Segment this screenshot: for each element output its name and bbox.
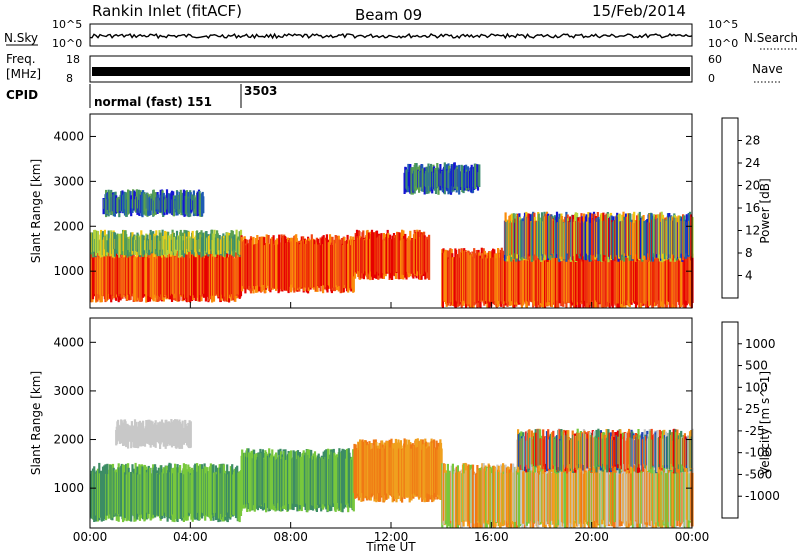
nave-label: Nave bbox=[752, 62, 783, 76]
x-axis-title: Time UT bbox=[365, 540, 416, 554]
power-heatmap bbox=[90, 162, 694, 308]
heatmap-cell bbox=[132, 189, 135, 209]
freq-trace bbox=[92, 67, 690, 76]
noise-panel bbox=[89, 23, 693, 47]
heatmap-cell bbox=[202, 196, 205, 214]
power-colorbar-label: Power [dB] bbox=[758, 178, 772, 243]
date-title: 15/Feb/2014 bbox=[592, 2, 686, 20]
colorbar-tick-label: 500 bbox=[745, 359, 768, 373]
nave-tick-top: 60 bbox=[708, 53, 722, 66]
y-tick-label: 2000 bbox=[53, 433, 84, 447]
station-title: Rankin Inlet (fitACF) bbox=[92, 2, 242, 20]
y-tick-label: 4000 bbox=[53, 335, 84, 349]
colorbar-tick-label: -500 bbox=[745, 467, 772, 481]
freq-tick-top: 18 bbox=[66, 53, 80, 66]
colorbar-tick-label: 20 bbox=[745, 179, 760, 193]
x-tick-label: 08:00 bbox=[273, 530, 308, 544]
cpid-segment-2: 3503 bbox=[244, 84, 277, 98]
noise-tick-left-bottom: 10^0 bbox=[52, 37, 82, 50]
x-tick-label: 00:00 bbox=[675, 530, 710, 544]
nsky-label: N.Sky bbox=[4, 31, 38, 45]
colorbar-tick-label: 24 bbox=[745, 156, 760, 170]
cpid-label: CPID bbox=[6, 88, 38, 102]
power-colorbar: 28 24 20 16 12 8 4 bbox=[721, 117, 760, 299]
velocity-colorbar-label: Velocity [m s^-1] bbox=[758, 371, 772, 475]
colorbar-tick-label: 4 bbox=[745, 269, 753, 283]
y-tick-label: 1000 bbox=[53, 481, 84, 495]
colorbar-tick-label: 8 bbox=[745, 246, 753, 260]
freq-unit-label: [MHz] bbox=[6, 67, 41, 81]
noise-tick-left-top: 10^5 bbox=[52, 18, 82, 31]
colorbar-tick-label: 16 bbox=[745, 201, 760, 215]
x-tick-label: 12:00 bbox=[374, 530, 409, 544]
freq-label: Freq. bbox=[6, 52, 36, 66]
velocity-colorbar: 1000 500 100 25 -25 -100 -500 -1000 bbox=[721, 321, 780, 519]
velocity-ylabel: Slant Range [km] bbox=[29, 371, 43, 475]
x-tick-label: 00:00 bbox=[73, 530, 108, 544]
colorbar-tick-label: 12 bbox=[745, 224, 760, 238]
velocity-heatmap bbox=[90, 419, 694, 528]
y-tick-label: 3000 bbox=[53, 384, 84, 398]
colorbar-tick-label: -100 bbox=[745, 446, 772, 460]
colorbar-tick-label: -25 bbox=[745, 424, 765, 438]
velocity-y-axis: 4000 3000 2000 1000 bbox=[53, 335, 692, 495]
colorbar-tick-label: 28 bbox=[745, 134, 760, 148]
x-tick-label: 16:00 bbox=[474, 530, 509, 544]
colorbar-tick-label: 100 bbox=[745, 380, 768, 394]
y-tick-label: 4000 bbox=[53, 129, 84, 143]
power-ylabel: Slant Range [km] bbox=[29, 159, 43, 263]
freq-tick-bottom: 8 bbox=[66, 72, 73, 85]
beam-title: Beam 09 bbox=[355, 6, 422, 24]
heatmap-cell bbox=[189, 421, 192, 448]
colorbar-frame bbox=[721, 117, 739, 299]
x-tick-label: 20:00 bbox=[574, 530, 609, 544]
colorbar-tick-label: 25 bbox=[745, 402, 760, 416]
y-tick-label: 1000 bbox=[53, 264, 84, 278]
colorbar-frame bbox=[721, 321, 739, 519]
colorbar-tick-label: 1000 bbox=[745, 337, 776, 351]
noise-tick-right-top: 10^5 bbox=[708, 18, 738, 31]
heatmap-cell bbox=[478, 164, 481, 187]
noise-trace bbox=[89, 32, 693, 40]
time-axis: 00:00 04:00 08:00 12:00 16:00 20:00 00:00 bbox=[73, 302, 710, 544]
y-tick-label: 3000 bbox=[53, 174, 84, 188]
noise-tick-right-bottom: 10^0 bbox=[708, 37, 738, 50]
power-y-axis: 4000 3000 2000 1000 bbox=[53, 129, 692, 278]
colorbar-tick-label: -1000 bbox=[745, 489, 780, 503]
cpid-segment-1: normal (fast) 151 bbox=[94, 95, 212, 109]
freq-panel bbox=[89, 55, 693, 83]
y-tick-label: 2000 bbox=[53, 219, 84, 233]
heatmap-cell bbox=[428, 234, 431, 280]
nsearch-label: N.Search bbox=[744, 31, 798, 45]
x-tick-label: 04:00 bbox=[173, 530, 208, 544]
nave-tick-bottom: 0 bbox=[708, 72, 715, 85]
